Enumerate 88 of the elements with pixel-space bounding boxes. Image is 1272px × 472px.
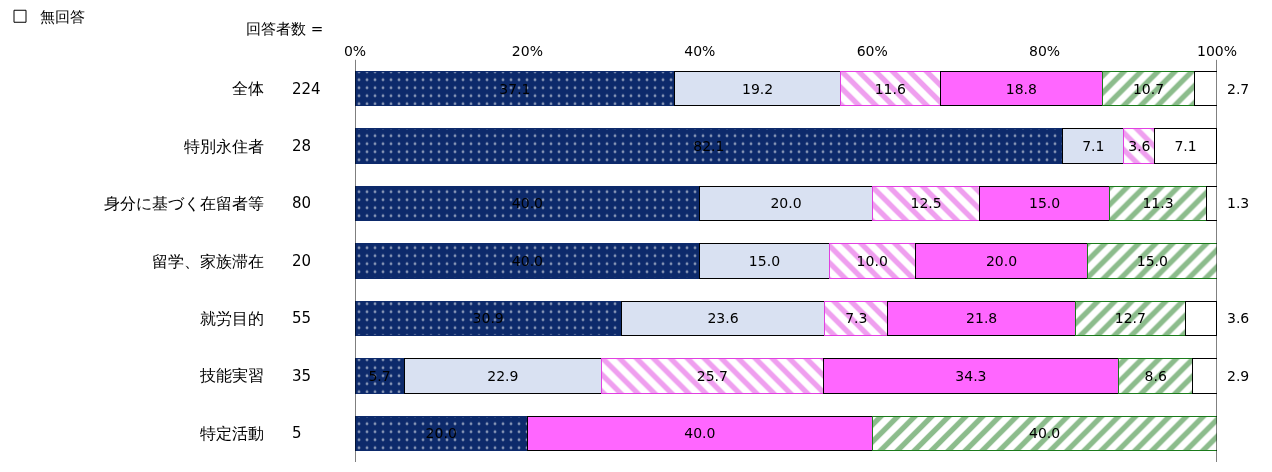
text: 224 xyxy=(292,80,321,98)
bar xyxy=(355,185,701,222)
bar xyxy=(355,415,528,452)
data-label: 25.7 xyxy=(696,367,728,384)
bar xyxy=(355,358,405,394)
y-tick-label: 特別永住者 xyxy=(184,136,264,156)
data-label: 11.3 xyxy=(1142,195,1174,212)
data-label: 2.7 xyxy=(1227,81,1250,97)
x-tick-label: 40% xyxy=(684,43,716,59)
text: 20 xyxy=(292,252,312,270)
bar xyxy=(1101,70,1196,107)
bar xyxy=(887,300,1077,337)
bar xyxy=(699,243,830,279)
bar xyxy=(871,185,981,222)
bar xyxy=(939,70,1103,107)
y-tick-label: 技能実習 xyxy=(199,366,264,386)
text: 55 xyxy=(292,309,312,327)
data-label: 8.6 xyxy=(1144,367,1167,384)
data-label: 1.3 xyxy=(1227,195,1250,211)
bar xyxy=(822,358,1120,394)
bar xyxy=(674,70,841,107)
bar xyxy=(699,185,873,222)
data-label: 3.6 xyxy=(1227,310,1250,326)
bar xyxy=(1087,243,1217,279)
data-label: 40.0 xyxy=(684,425,716,442)
bar xyxy=(403,358,603,394)
bar xyxy=(355,128,1064,164)
data-label: 20.0 xyxy=(425,425,457,442)
data-label: 11.6 xyxy=(874,80,906,97)
text: 5 xyxy=(292,424,302,442)
bar xyxy=(526,415,873,452)
bar xyxy=(1075,300,1186,337)
data-label: 18.8 xyxy=(1005,80,1037,97)
data-label: 37.1 xyxy=(499,80,531,97)
text: 35 xyxy=(292,367,312,385)
data-label: 40.0 xyxy=(511,252,543,269)
data-label: 12.7 xyxy=(1114,310,1146,327)
data-label: 19.2 xyxy=(741,80,774,97)
text: 28 xyxy=(292,137,312,155)
data-label: 7.1 xyxy=(1174,137,1197,154)
bar xyxy=(620,300,826,337)
bar xyxy=(871,415,1217,452)
y-tick-label: 就労目的 xyxy=(200,308,264,328)
text: 80 xyxy=(292,194,312,212)
data-label: 40.0 xyxy=(1029,425,1061,442)
bar xyxy=(1118,358,1194,394)
x-tick-label: 0% xyxy=(343,43,367,59)
data-label: 34.3 xyxy=(955,367,987,384)
data-label: 10.0 xyxy=(856,252,888,269)
bar xyxy=(979,185,1110,222)
bar xyxy=(828,243,916,279)
data-label: 22.9 xyxy=(487,367,519,384)
bar xyxy=(914,243,1089,279)
bar xyxy=(1062,128,1125,164)
data-label: 10.7 xyxy=(1132,80,1165,97)
bar xyxy=(839,70,941,107)
y-tick-label: 身分に基づく在留者等 xyxy=(104,194,264,214)
data-label: 40.0 xyxy=(511,195,543,212)
y-tick-label: 留学、家族滞在 xyxy=(152,251,264,271)
data-label: 20.0 xyxy=(770,195,802,212)
y-tick-label: 特定活動 xyxy=(200,423,264,443)
data-label: 7.1 xyxy=(1082,137,1105,154)
data-label: 2.9 xyxy=(1227,368,1250,384)
bar xyxy=(355,243,701,279)
data-label: 3.6 xyxy=(1128,137,1151,154)
data-label: 21.8 xyxy=(966,310,998,327)
bar xyxy=(1108,185,1208,222)
bar xyxy=(824,300,889,337)
data-label: 30.9 xyxy=(472,310,504,327)
data-label: 15.0 xyxy=(748,252,781,269)
data-label: 20.0 xyxy=(985,252,1018,269)
data-label: 23.6 xyxy=(707,310,739,327)
x-tick-label: 80% xyxy=(1029,43,1061,59)
data-label: 5.7 xyxy=(368,367,391,384)
x-tick-label: 20% xyxy=(511,43,543,59)
data-label: 15.0 xyxy=(1136,252,1168,269)
bar xyxy=(355,300,622,337)
bar xyxy=(601,358,824,394)
legend-label: 無回答 xyxy=(40,8,85,27)
y-tick-label: 全体 xyxy=(232,79,264,99)
data-label: 15.0 xyxy=(1029,195,1061,212)
text: 回答者数 = xyxy=(246,20,324,38)
data-label: 82.1 xyxy=(693,137,725,154)
x-tick-label: 100% xyxy=(1196,43,1238,59)
bar xyxy=(355,70,676,107)
x-tick-label: 60% xyxy=(856,43,888,59)
data-label: 7.3 xyxy=(845,310,868,327)
data-label: 12.5 xyxy=(910,195,942,212)
